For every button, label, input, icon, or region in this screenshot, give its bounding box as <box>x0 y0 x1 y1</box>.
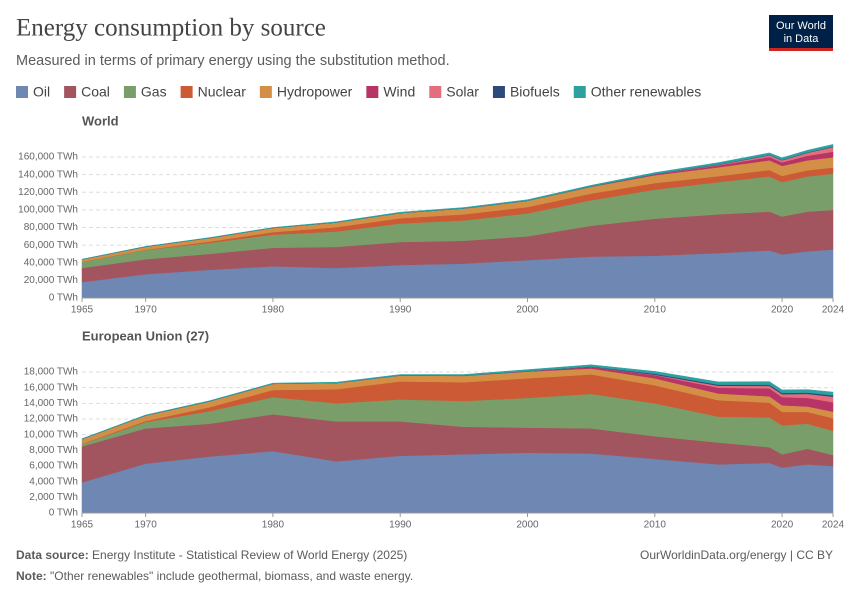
title: Energy consumption by source <box>16 15 326 42</box>
legend-label: Gas <box>141 84 167 100</box>
y-tick-label: 20,000 TWh <box>24 275 78 286</box>
x-tick-label: 2024 <box>822 520 845 531</box>
source-label: Data source: <box>16 548 89 562</box>
legend-label: Oil <box>33 84 50 100</box>
x-tick-label: 2024 <box>822 305 845 316</box>
x-tick-label: 1990 <box>389 520 412 531</box>
legend-swatch <box>123 86 136 98</box>
subtitle: Measured in terms of primary energy usin… <box>16 53 450 69</box>
y-tick-label: 100,000 TWh <box>18 205 78 216</box>
y-tick-label: 140,000 TWh <box>18 169 78 180</box>
y-tick-label: 4,000 TWh <box>29 476 78 487</box>
y-tick-label: 8,000 TWh <box>29 445 78 456</box>
y-tick-label: 80,000 TWh <box>24 222 78 233</box>
x-tick-label: 1970 <box>135 520 158 531</box>
y-tick-label: 0 TWh <box>49 508 78 519</box>
legend-swatch <box>573 86 586 98</box>
legend-swatch <box>64 86 77 98</box>
legend-label: Hydropower <box>277 84 353 100</box>
source: Data source: Energy Institute - Statisti… <box>16 548 407 562</box>
logo-box <box>769 15 833 50</box>
legend-swatch <box>366 86 379 98</box>
legend-swatch <box>180 86 193 98</box>
logo-text: Our World <box>776 20 826 32</box>
legend-swatch <box>16 86 28 98</box>
y-tick-label: 10,000 TWh <box>24 429 78 440</box>
area <box>81 364 834 440</box>
url: OurWorldinData.org/energy | CC BY <box>640 548 833 562</box>
logo-bar <box>769 48 833 51</box>
note: Note: "Other renewables" include geother… <box>16 569 413 583</box>
legend-label: Coal <box>81 84 110 100</box>
note-text: "Other renewables" include geothermal, b… <box>50 569 413 583</box>
x-tick-label: 2020 <box>771 520 794 531</box>
legend-label: Nuclear <box>198 84 247 100</box>
legend: Oil Coal Gas Nuclear Hydropower Wind Solar Biof… <box>16 84 701 100</box>
chart-title: European Union (27) <box>82 328 209 343</box>
legend-swatch <box>492 86 505 98</box>
x-tick-label: 1980 <box>262 520 285 531</box>
chart-title: World <box>82 113 119 128</box>
x-tick-label: 2000 <box>516 305 539 316</box>
y-tick-label: 0 TWh <box>49 293 78 304</box>
legend-label: Other renewables <box>591 84 702 100</box>
x-tick-label: 1980 <box>262 305 285 316</box>
logo-text: in Data <box>784 33 820 45</box>
x-tick-label: 2010 <box>644 520 667 531</box>
y-tick-label: 2,000 TWh <box>29 492 78 503</box>
legend-label: Biofuels <box>510 84 560 100</box>
x-tick-label: 2010 <box>644 305 667 316</box>
y-tick-label: 16,000 TWh <box>24 382 78 393</box>
y-tick-label: 120,000 TWh <box>18 187 78 198</box>
area <box>81 144 834 260</box>
y-tick-label: 6,000 TWh <box>29 461 78 472</box>
x-tick-label: 1990 <box>389 305 412 316</box>
y-tick-label: 12,000 TWh <box>24 414 78 425</box>
x-tick-label: 2020 <box>771 305 794 316</box>
legend-label: Wind <box>383 84 415 100</box>
note-label: Note: <box>16 569 47 583</box>
source-text: Energy Institute - Statistical Review of… <box>92 548 407 562</box>
x-tick-label: 1965 <box>71 305 94 316</box>
y-tick-label: 14,000 TWh <box>24 398 78 409</box>
legend-swatch <box>259 86 272 98</box>
y-tick-label: 18,000 TWh <box>24 367 78 378</box>
legend-label: Solar <box>446 84 479 100</box>
y-tick-label: 40,000 TWh <box>24 257 78 268</box>
logo: Our World in Data <box>769 15 833 51</box>
charts: World 0 TWh 20,000 TWh 40,000 TWh 60,000 TWh… <box>18 113 844 530</box>
x-tick-label: 1970 <box>135 305 158 316</box>
y-tick-label: 60,000 TWh <box>24 240 78 251</box>
legend-swatch <box>429 86 442 98</box>
x-tick-label: 1965 <box>71 520 94 531</box>
x-tick-label: 2000 <box>516 520 539 531</box>
y-tick-label: 160,000 TWh <box>18 152 78 163</box>
